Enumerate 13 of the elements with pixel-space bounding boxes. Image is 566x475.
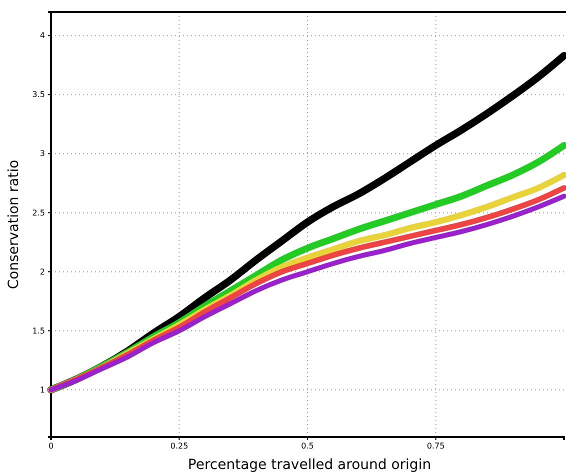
y-axis-title: Conservation ratio (6, 160, 22, 290)
y-tick-label: 2 (40, 267, 45, 276)
x-tick-label: 0.75 (426, 442, 445, 451)
x-tick-label: 0 (48, 442, 54, 451)
x-tick-label: 0.5 (301, 442, 314, 451)
y-tick-label: 3 (40, 149, 45, 158)
y-tick-label: 2.5 (32, 208, 45, 218)
x-axis-title: Percentage travelled around origin (188, 457, 432, 473)
y-tick-label: 4 (40, 31, 45, 40)
x-tick-label: 0.25 (170, 442, 188, 451)
y-tick-label: 1 (40, 385, 45, 394)
y-tick-label: 3.5 (32, 90, 45, 100)
y-tick-label: 1.5 (32, 326, 45, 336)
